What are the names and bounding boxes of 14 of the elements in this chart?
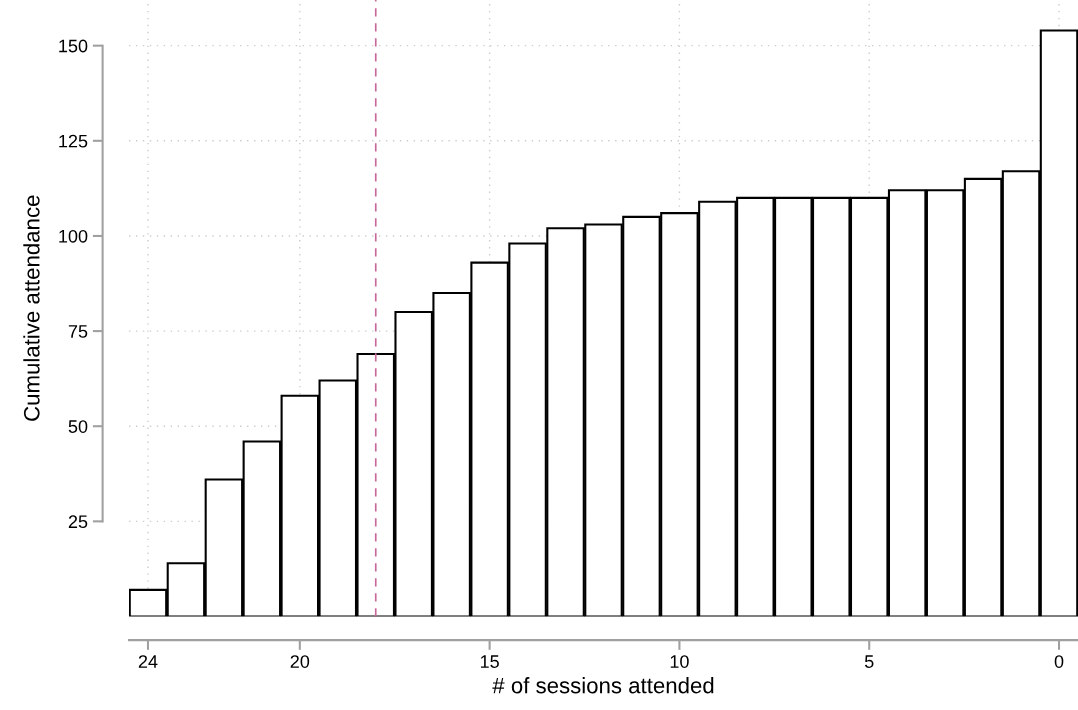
- y-tick-label: 25: [68, 515, 88, 529]
- x-tick-label: 20: [290, 655, 310, 668]
- y-tick-label: 75: [68, 325, 88, 338]
- x-tick-label: 15: [480, 655, 499, 668]
- x-tick-label: 24: [138, 655, 158, 668]
- x-tick-label: 0: [1054, 655, 1064, 668]
- x-tick-label: 10: [670, 655, 689, 668]
- y-axis-title: Cumulative attendance: [23, 195, 40, 421]
- x-axis-title: # of sessions attended: [492, 677, 714, 694]
- x-tick-label: 5: [864, 655, 874, 668]
- y-tick-label: 125: [59, 134, 88, 148]
- y-tick-label: 150: [59, 39, 88, 53]
- y-tick-label: 100: [59, 229, 88, 243]
- y-tick-label: 50: [68, 420, 88, 433]
